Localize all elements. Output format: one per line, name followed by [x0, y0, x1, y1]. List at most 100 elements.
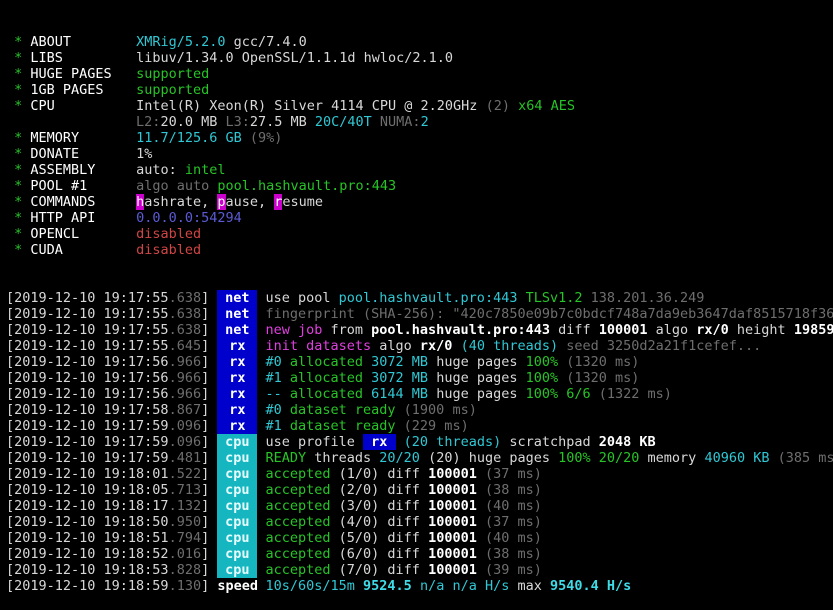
log-segment: #1 — [265, 370, 290, 386]
log-segment: (5/0) — [338, 530, 388, 546]
log-segment: diff — [387, 482, 429, 498]
log-tag-cpu: cpu — [217, 530, 258, 546]
log-tag-rx: rx — [217, 354, 258, 370]
log-gap — [257, 578, 265, 594]
banner-row: L2:20.0 MB L3:27.5 MB 20C/40T NUMA:2 — [6, 114, 833, 130]
log-segment: (37 ms) — [484, 514, 542, 530]
log-segment: 2048 KB — [598, 434, 656, 450]
log-segment: (4/0) — [338, 514, 388, 530]
log-timestamp: [2019-12-10 19:17:55 — [6, 338, 169, 354]
log-segment: 20/20 — [379, 450, 429, 466]
log-segment: huge pages — [468, 450, 559, 466]
log-segment: (1320 ms) — [566, 370, 640, 386]
bullet-icon: * — [6, 34, 31, 50]
log-timestamp-close: ] — [201, 418, 218, 434]
log-segment: 100001 — [598, 322, 656, 338]
log-segment: (1322 ms) — [598, 386, 672, 402]
banner-value-disabled: disabled — [136, 242, 202, 258]
log-timestamp-close: ] — [201, 482, 218, 498]
log-tag-cpu: cpu — [217, 466, 258, 482]
log-segment: #0 — [265, 402, 290, 418]
log-segment: (37 ms) — [484, 466, 542, 482]
log-segment: pool.hashvault.pro:443 — [338, 290, 526, 306]
log-tag-cpu: cpu — [217, 514, 258, 530]
log-timestamp: [2019-12-10 19:18:53 — [6, 562, 169, 578]
l2-label: L2: — [136, 114, 161, 130]
log-segment: threads — [314, 450, 380, 466]
banner-value-ok: pool.hashvault.pro:443 — [217, 178, 397, 194]
log-gap — [257, 530, 265, 546]
log-tag-rx: rx — [217, 418, 258, 434]
log-segment: height — [736, 322, 794, 338]
log-tag-rx: rx — [217, 370, 258, 386]
bullet-icon: * — [6, 98, 31, 114]
log-segment: accepted — [265, 562, 339, 578]
log-segment: 3072 MB — [371, 354, 437, 370]
log-timestamp-ms: .096 — [168, 434, 202, 450]
log-segment: 100% 20/20 — [558, 450, 648, 466]
log-segment: memory — [647, 450, 705, 466]
log-segment: 40960 KB — [704, 450, 778, 466]
log-segment: algo — [379, 338, 420, 354]
log-segment: diff — [387, 530, 429, 546]
log-segment: diff — [558, 322, 599, 338]
bullet-icon: * — [6, 146, 31, 162]
log-segment: (7/0) — [338, 562, 388, 578]
terminal-window[interactable]: * ABOUT XMRig/5.2.0 gcc/7.4.0 * LIBS lib… — [0, 0, 833, 594]
banner-label: ABOUT — [30, 34, 137, 50]
banner-row: * MEMORY 11.7/125.6 GB (9%) — [6, 130, 833, 146]
banner-row: * HUGE PAGES supported — [6, 66, 833, 82]
log-tag-net: net — [217, 290, 258, 306]
log-timestamp-ms: .794 — [168, 530, 202, 546]
log-segment: (40 threads) — [460, 338, 567, 354]
log-tag-cpu: cpu — [217, 498, 258, 514]
log-segment: 138.201.36.249 — [590, 290, 705, 306]
log-timestamp: [2019-12-10 19:18:50 — [6, 514, 169, 530]
log-segment: init datasets — [265, 338, 380, 354]
numa-value: 2 — [420, 114, 429, 130]
log-timestamp-ms: .522 — [168, 466, 202, 482]
log-segment: n/a n/a — [419, 578, 485, 594]
banner-label: 1GB PAGES — [30, 82, 137, 98]
log-line: [2019-12-10 19:17:56.966] rx #1 allocate… — [6, 370, 833, 386]
banner-indent — [6, 114, 136, 130]
log-segment: diff — [387, 514, 429, 530]
log-segment: -- — [265, 386, 290, 402]
banner-row: * OPENCL disabled — [6, 226, 833, 242]
bullet-icon: * — [6, 82, 31, 98]
log-segment: (40 ms) — [484, 530, 542, 546]
log-segment: allocated — [289, 386, 372, 402]
log-segment: rx — [363, 434, 396, 450]
log-segment: accepted — [265, 546, 339, 562]
log-timestamp-close: ] — [201, 546, 218, 562]
log-segment: (6/0) — [338, 546, 388, 562]
log-segment: (38 ms) — [484, 482, 542, 498]
log-line: [2019-12-10 19:17:58.867] rx #0 dataset … — [6, 402, 833, 418]
log-timestamp: [2019-12-10 19:17:56 — [6, 370, 169, 386]
log-line: [2019-12-10 19:17:56.966] rx -- allocate… — [6, 386, 833, 402]
log-segment: new job — [265, 322, 331, 338]
banner-value-ok: x64 AES — [518, 98, 575, 114]
banner-label: OPENCL — [30, 226, 137, 242]
log-segment: 9540.4 H/s — [550, 578, 632, 594]
log-timestamp-ms: .638 — [168, 322, 202, 338]
log-output[interactable]: [2019-12-10 19:17:55.638] net use pool p… — [6, 290, 833, 594]
log-segment: 9524.5 — [363, 578, 420, 594]
log-line: [2019-12-10 19:17:55.638] net new job fr… — [6, 322, 833, 338]
log-timestamp: [2019-12-10 19:18:01 — [6, 466, 169, 482]
banner-value-link: 0.0.0.0:54294 — [136, 210, 242, 226]
log-segment: accepted — [265, 530, 339, 546]
log-segment: rx/0 — [696, 322, 737, 338]
log-segment: 100% — [525, 370, 567, 386]
banner-label: CUDA — [30, 242, 137, 258]
log-segment: pool.hashvault.pro:443 — [371, 322, 559, 338]
banner-value: Intel(R) Xeon(R) Silver 4114 CPU @ 2.20G… — [136, 98, 486, 114]
log-timestamp-ms: .867 — [168, 402, 202, 418]
log-segment: READY — [265, 450, 315, 466]
log-segment: TLSv1.2 — [525, 290, 591, 306]
log-line: [2019-12-10 19:18:52.016] cpu accepted (… — [6, 546, 833, 562]
log-line: [2019-12-10 19:18:50.950] cpu accepted (… — [6, 514, 833, 530]
command-hotkey: r — [274, 194, 283, 210]
banner-row: * DONATE 1% — [6, 146, 833, 162]
log-tag-cpu: cpu — [217, 482, 258, 498]
